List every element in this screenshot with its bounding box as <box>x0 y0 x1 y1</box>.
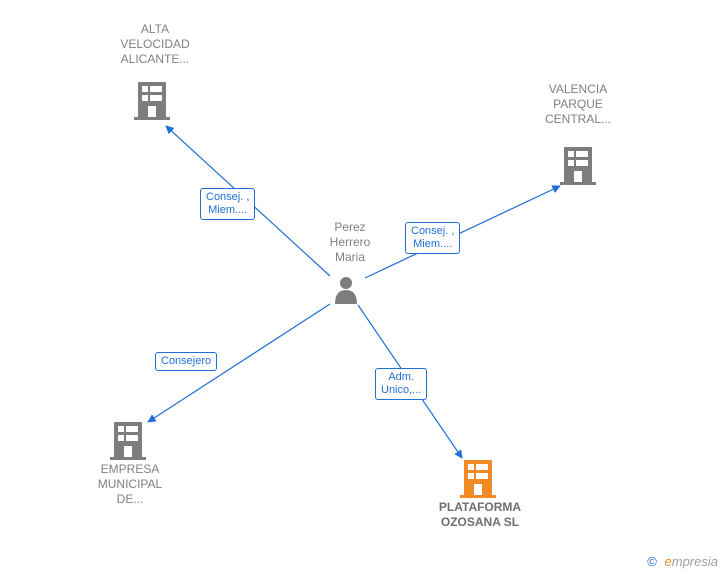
diagram-canvas <box>0 0 728 575</box>
edge-label-plataforma: Adm. Unico,... <box>375 368 427 400</box>
building-icon-alta <box>134 82 170 120</box>
watermark: © empresia <box>647 554 718 569</box>
edge-label-alta: Consej. , Miem.... <box>200 188 255 220</box>
brand-rest: mpresia <box>672 554 718 569</box>
brand-first-letter: e <box>665 554 672 569</box>
nodes-group <box>110 82 596 498</box>
building-icon-valencia <box>560 147 596 185</box>
copyright-symbol: © <box>647 554 657 569</box>
edges-group <box>148 126 560 458</box>
edge-label-valencia: Consej. , Miem.... <box>405 222 460 254</box>
person-icon <box>335 277 357 304</box>
edge-valencia <box>365 186 560 278</box>
edge-label-empresa: Consejero <box>155 352 217 371</box>
building-icon-plataforma <box>460 460 496 498</box>
building-icon-empresa <box>110 422 146 460</box>
